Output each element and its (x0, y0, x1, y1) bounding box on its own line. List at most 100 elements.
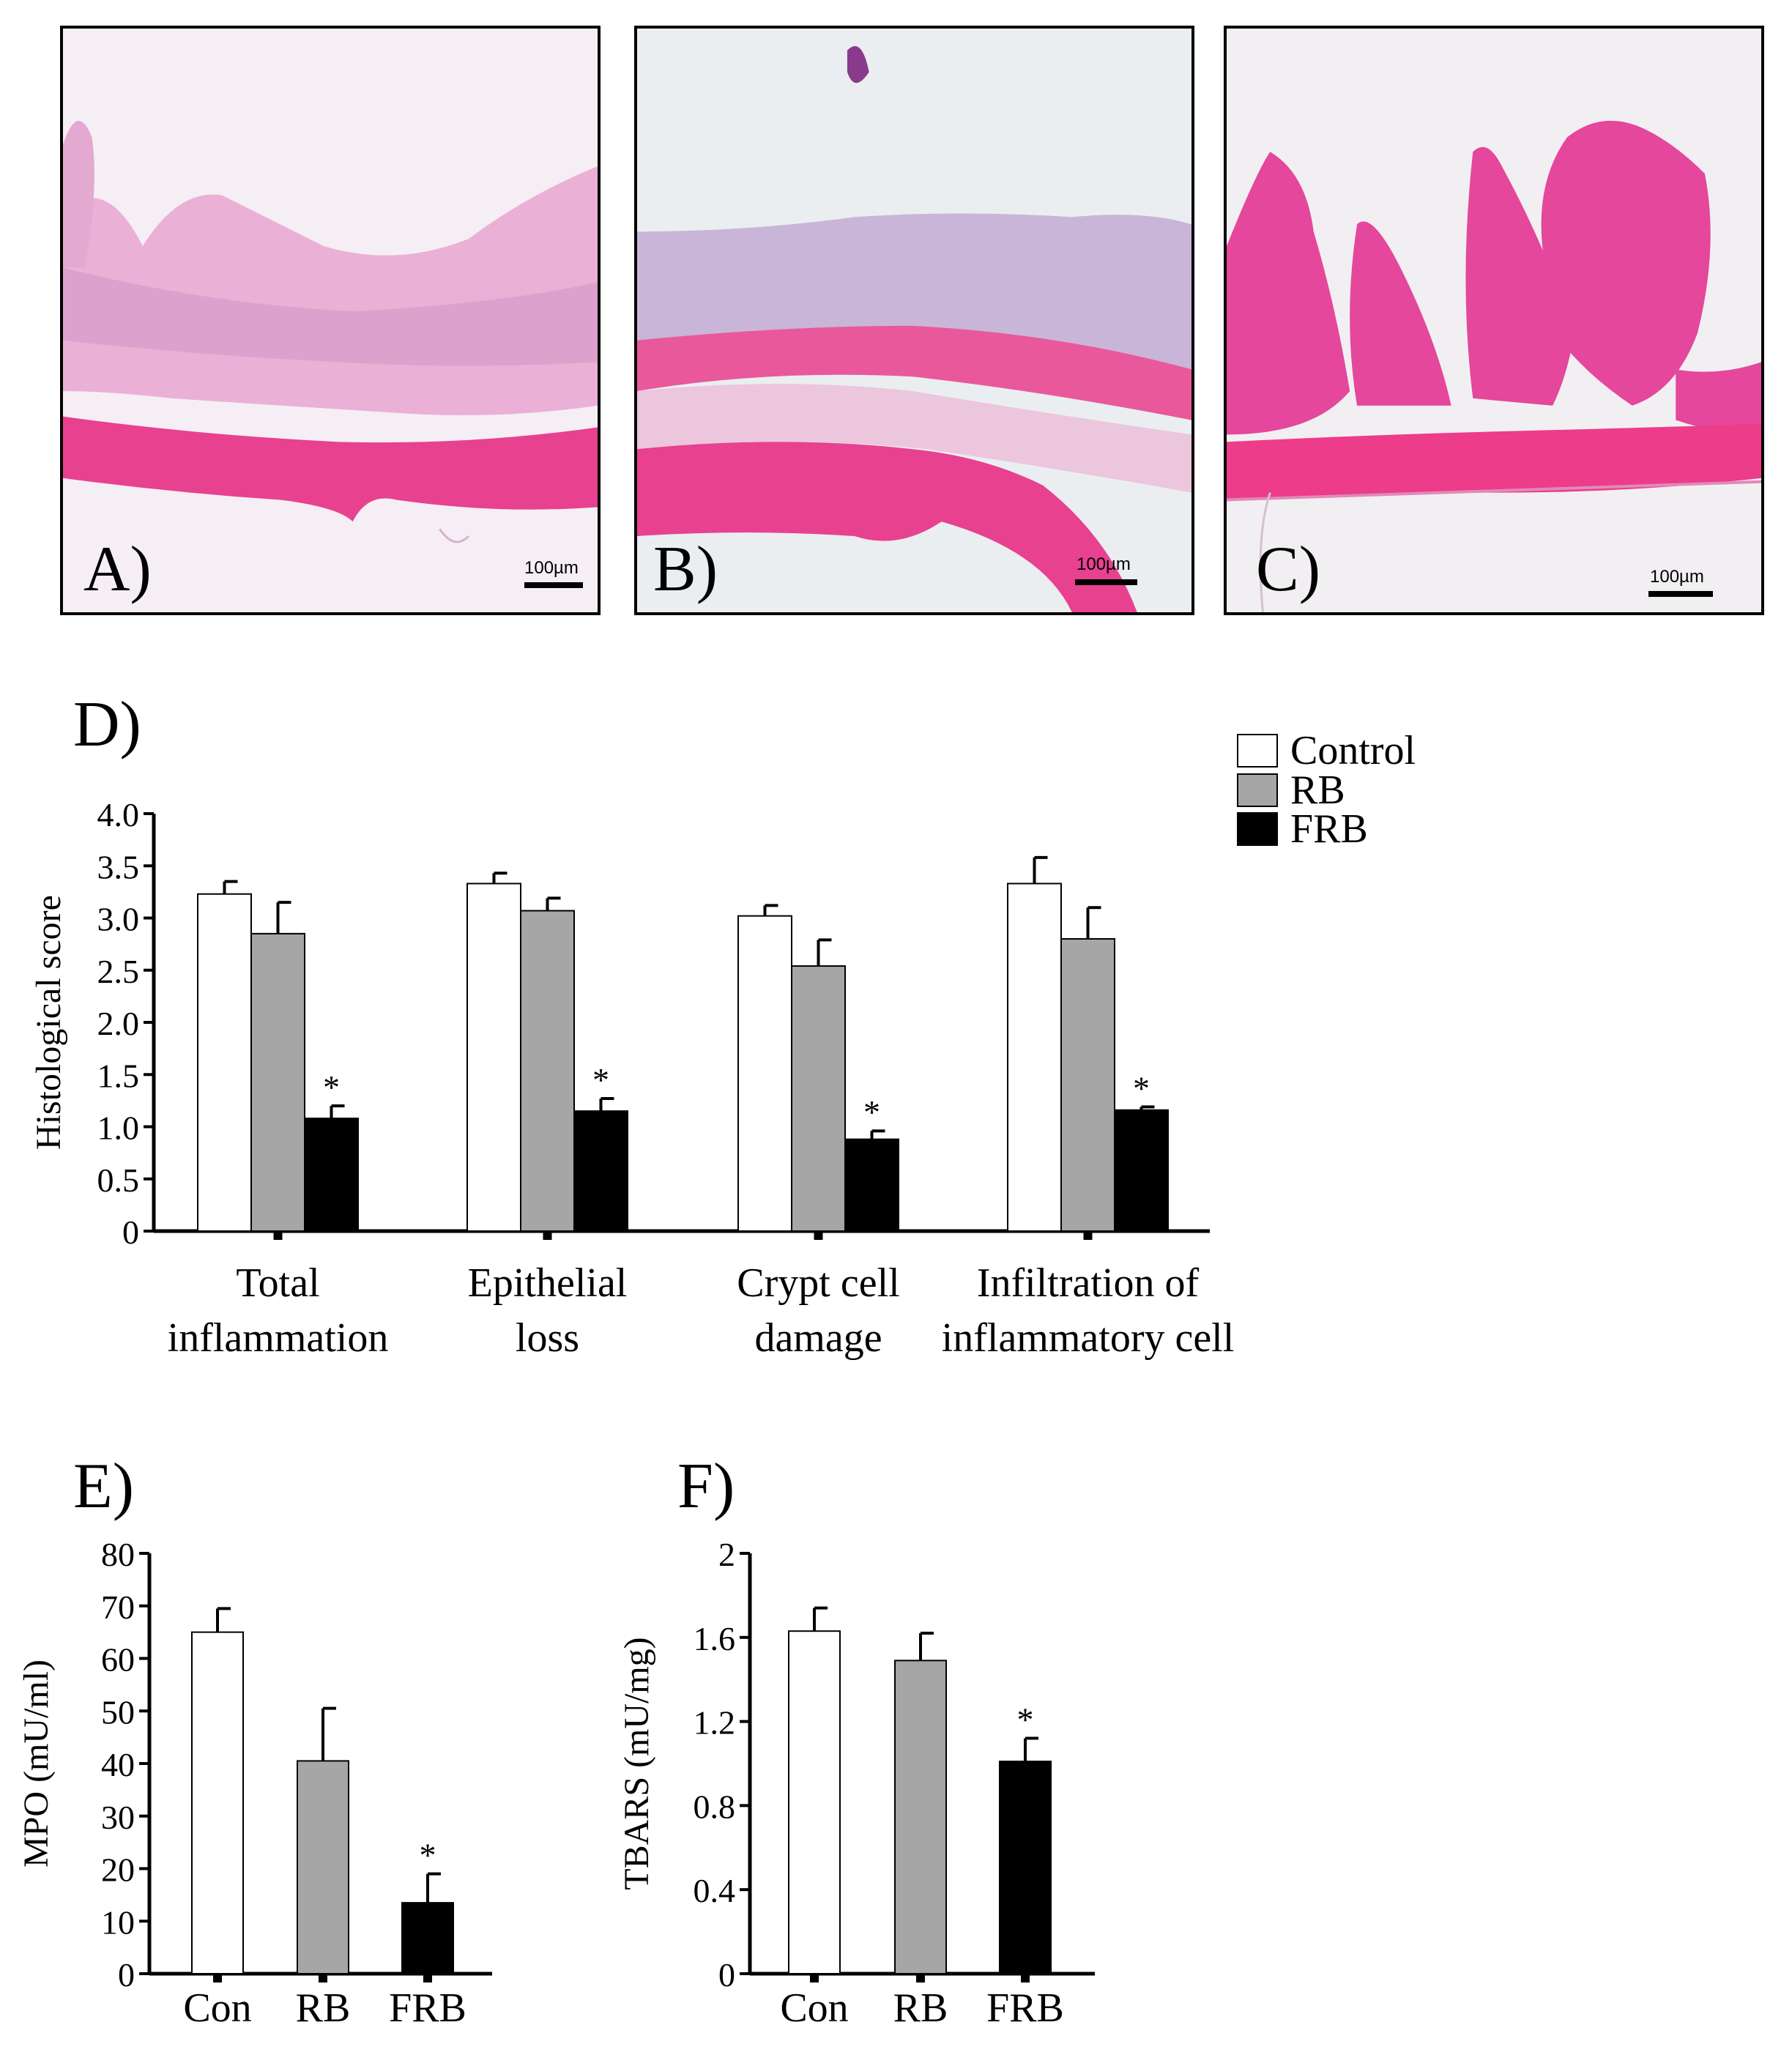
micrograph-b-label: B) (653, 534, 718, 605)
legend-label-control: Control (1290, 728, 1416, 773)
y-tick-label: 1.2 (694, 1704, 736, 1742)
y-tick-label: 0.8 (694, 1788, 736, 1825)
bar-rb-1 (520, 910, 575, 1233)
x-tick (273, 1233, 283, 1240)
panel-label: E) (73, 1451, 134, 1522)
y-tick-label: 4.0 (97, 796, 140, 833)
panel-label: F) (677, 1451, 735, 1522)
y-tick-label: 1.0 (97, 1110, 140, 1147)
y-tick-label: 0 (118, 1956, 135, 1993)
y-tick-label: 50 (101, 1693, 135, 1731)
y-tick-label: 20 (101, 1851, 135, 1889)
x-category-label: Crypt cell (737, 1260, 899, 1306)
bar-con (191, 1631, 244, 1974)
y-tick-label: 2.5 (97, 953, 140, 990)
x-tick (814, 1233, 823, 1240)
significance-marker: * (323, 1069, 340, 1106)
y-tick-label: 0.5 (97, 1162, 140, 1199)
bar-rb-2 (791, 965, 846, 1233)
x-category-label: inflammatory cell (942, 1315, 1235, 1361)
legend-label-rb: RB (1290, 768, 1345, 813)
y-tick-label: 60 (101, 1641, 135, 1679)
x-tick (810, 1975, 819, 1982)
bar-control-1 (466, 882, 521, 1232)
x-tick (423, 1975, 432, 1982)
bar-rb (297, 1760, 349, 1975)
x-tick (543, 1233, 552, 1240)
x-category-label: Epithelial (468, 1260, 628, 1306)
x-tick (1021, 1975, 1030, 1982)
y-tick-label: 3.5 (97, 848, 140, 885)
micrograph-c-scale-bar (1648, 591, 1713, 597)
bar-frb (401, 1902, 454, 1974)
x-category-label: inflammation (168, 1315, 389, 1361)
micrograph-a-label: A) (83, 534, 152, 605)
x-category-label: RB (893, 1985, 948, 2031)
y-tick-label: 0 (718, 1956, 735, 1993)
x-category-label: damage (754, 1315, 882, 1361)
y-tick-label: 3.0 (97, 901, 140, 938)
legend-swatch-frb (1237, 812, 1278, 846)
bar-rb (894, 1660, 947, 1975)
x-tick (319, 1975, 327, 1982)
y-axis-label: TBARS (mU/mg) (617, 1637, 656, 1889)
y-tick-label: 40 (101, 1746, 135, 1783)
bar-control-0 (197, 893, 252, 1232)
micrograph-panel-a: A) 100µm (60, 26, 601, 615)
y-tick-label: 0 (122, 1214, 139, 1251)
y-tick-label: 1.5 (97, 1057, 140, 1094)
micrograph-c-image (1227, 29, 1761, 612)
x-tick (916, 1975, 925, 1982)
bar-con (788, 1630, 841, 1974)
y-tick-label: 0.4 (694, 1872, 736, 1909)
significance-marker: * (592, 1061, 609, 1099)
x-category-label: FRB (986, 1985, 1064, 2031)
bar-frb-0 (304, 1118, 359, 1232)
x-category-label: RB (296, 1985, 351, 2031)
bar-frb-1 (573, 1110, 628, 1232)
legend-swatch-rb (1237, 773, 1278, 807)
bar-rb-3 (1060, 938, 1115, 1232)
x-category-label: Con (183, 1985, 251, 2031)
bar-control-3 (1007, 882, 1062, 1232)
micrograph-c-scale-label: 100µm (1650, 567, 1704, 587)
bar-control-2 (737, 915, 792, 1233)
micrograph-a-image (63, 29, 598, 612)
micrograph-a-scale-label: 100µm (524, 558, 579, 578)
y-tick-label: 1.6 (694, 1620, 736, 1657)
y-axis-label: MPO (mU/ml) (17, 1660, 56, 1868)
y-tick-label: 80 (101, 1536, 135, 1573)
bar-frb (999, 1761, 1052, 1974)
x-category-label: Total (236, 1260, 319, 1306)
micrograph-c-label: C) (1256, 534, 1320, 605)
legend-label-frb: FRB (1290, 806, 1368, 852)
bar-frb-3 (1114, 1109, 1169, 1232)
micrograph-panel-b: B) 100µm (634, 26, 1194, 615)
x-category-label: FRB (389, 1985, 466, 2031)
micrograph-b-scale-bar (1075, 579, 1137, 585)
micrograph-a-scale-bar (524, 582, 583, 588)
panel-label: D) (73, 689, 141, 760)
y-tick-label: 2 (718, 1536, 735, 1573)
x-category-label: Infiltration of (977, 1260, 1200, 1306)
x-tick (1083, 1233, 1093, 1240)
bar-frb-2 (844, 1138, 899, 1232)
y-tick-label: 70 (101, 1588, 135, 1626)
significance-marker: * (1017, 1701, 1034, 1739)
y-tick-label: 10 (101, 1903, 135, 1941)
x-tick (213, 1975, 222, 1982)
micrograph-b-image (637, 29, 1191, 612)
legend-swatch-control (1237, 734, 1278, 768)
significance-marker: * (1133, 1069, 1150, 1107)
x-category-label: loss (516, 1315, 579, 1361)
bar-rb-0 (250, 932, 305, 1232)
significance-marker: * (420, 1837, 436, 1874)
x-category-label: Con (780, 1985, 848, 2031)
significance-marker: * (863, 1093, 880, 1131)
y-tick-label: 30 (101, 1799, 135, 1836)
y-tick-label: 2.0 (97, 1005, 140, 1042)
micrograph-panel-c: C) 100µm (1224, 26, 1764, 615)
micrograph-b-scale-label: 100µm (1077, 554, 1131, 574)
y-axis-label: Histological score (29, 895, 68, 1150)
